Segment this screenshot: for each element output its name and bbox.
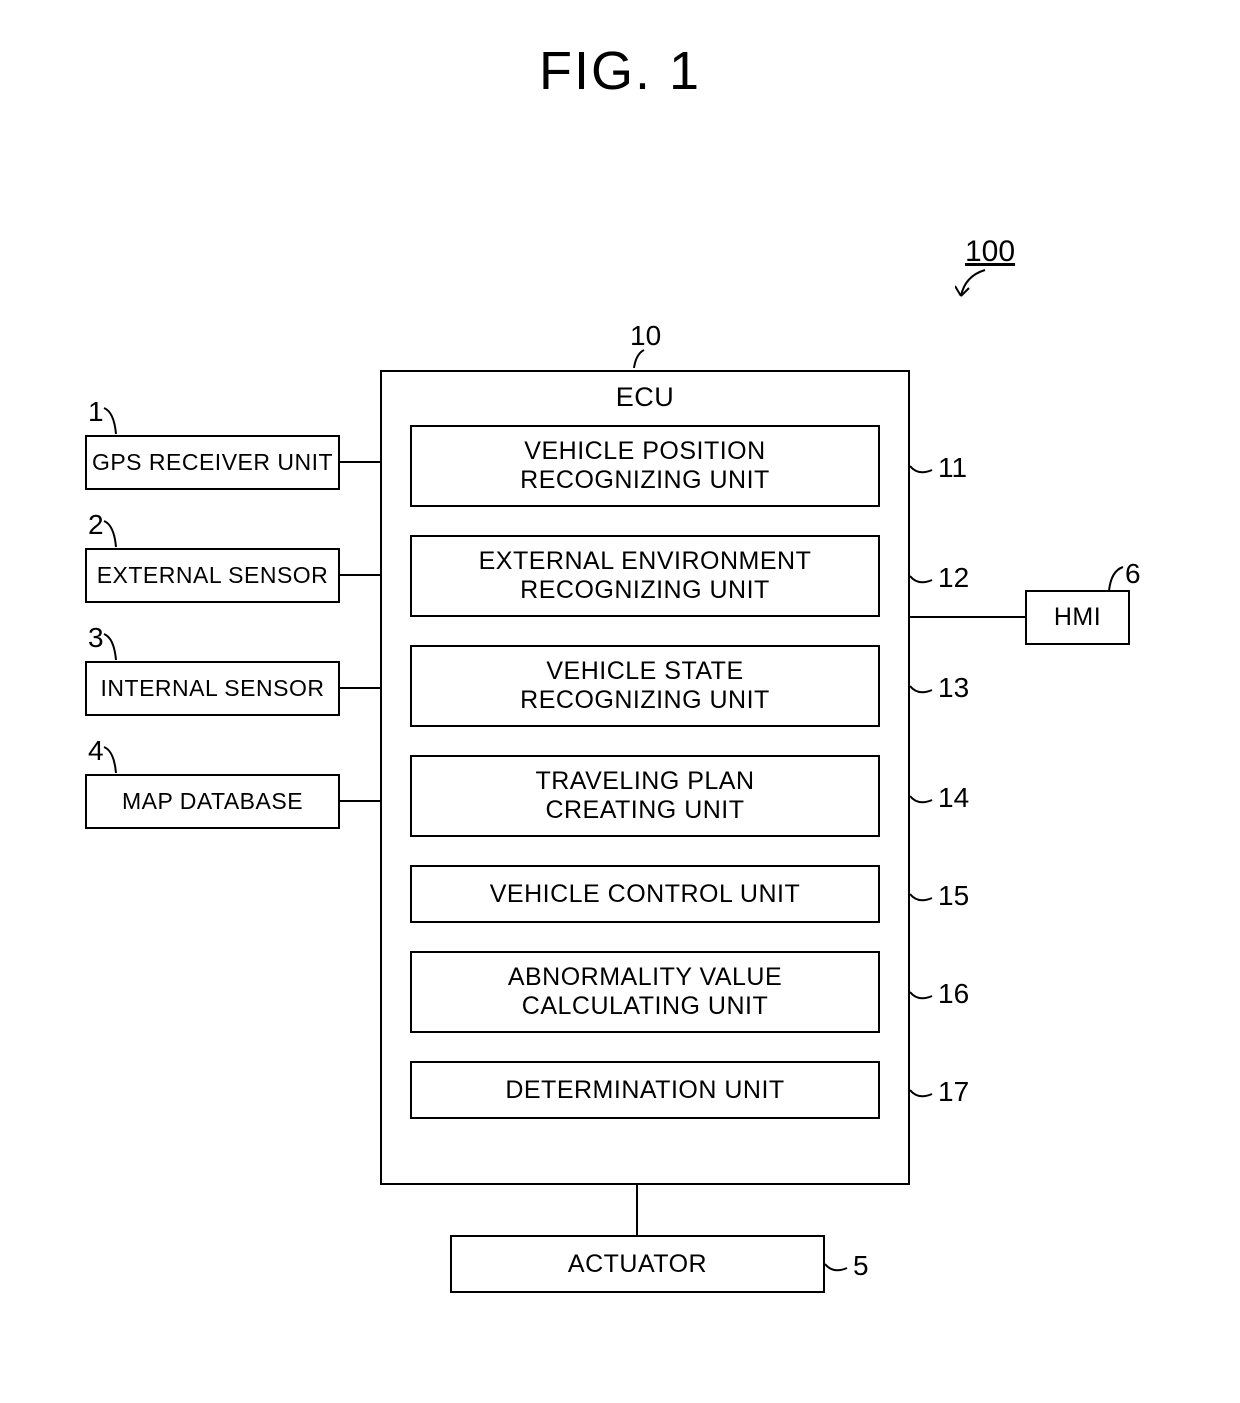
conn-gps-ecu [340, 461, 380, 463]
unit-vehicle-state: VEHICLE STATE RECOGNIZING UNIT [410, 645, 880, 727]
ref-5: 5 [853, 1250, 869, 1282]
ref-2-hook [100, 519, 124, 549]
conn-map-ecu [340, 800, 380, 802]
ref-system: 100 [965, 235, 1015, 269]
ref-16-hook [908, 982, 934, 1006]
internal-sensor-box: INTERNAL SENSOR [85, 661, 340, 716]
external-sensor-box: EXTERNAL SENSOR [85, 548, 340, 603]
ref-13-hook [908, 676, 934, 700]
ref-16: 16 [938, 978, 969, 1010]
unit-external-env: EXTERNAL ENVIRONMENT RECOGNIZING UNIT [410, 535, 880, 617]
conn-ecu-actuator [636, 1185, 638, 1235]
diagram-canvas: FIG. 1 100 10 ECU VEHICLE POSITION RECOG… [0, 0, 1240, 1403]
map-database-box: MAP DATABASE [85, 774, 340, 829]
ref-system-arrow [955, 268, 995, 308]
ref-ecu-hook [630, 348, 654, 372]
ref-13: 13 [938, 672, 969, 704]
unit-vehicle-position: VEHICLE POSITION RECOGNIZING UNIT [410, 425, 880, 507]
ecu-title: ECU [616, 382, 675, 413]
gps-receiver-box: GPS RECEIVER UNIT [85, 435, 340, 490]
ref-15: 15 [938, 880, 969, 912]
figure-title: FIG. 1 [470, 40, 770, 102]
conn-int-ecu [340, 687, 380, 689]
ref-3-hook [100, 632, 124, 662]
unit-determination: DETERMINATION UNIT [410, 1061, 880, 1119]
ref-6-hook [1103, 565, 1127, 593]
hmi-box: HMI [1025, 590, 1130, 645]
ref-17-hook [908, 1080, 934, 1104]
unit-traveling-plan: TRAVELING PLAN CREATING UNIT [410, 755, 880, 837]
unit-vehicle-control: VEHICLE CONTROL UNIT [410, 865, 880, 923]
unit-abnormality: ABNORMALITY VALUE CALCULATING UNIT [410, 951, 880, 1033]
ref-5-hook [823, 1254, 849, 1278]
ref-15-hook [908, 884, 934, 908]
ref-6: 6 [1125, 558, 1141, 590]
conn-ecu-hmi [910, 616, 1025, 618]
ref-14: 14 [938, 782, 969, 814]
actuator-box: ACTUATOR [450, 1235, 825, 1293]
ref-4-hook [100, 745, 124, 775]
ref-12-hook [908, 566, 934, 590]
conn-ext-ecu [340, 574, 380, 576]
ref-11-hook [908, 456, 934, 480]
ref-11: 11 [938, 452, 967, 484]
ref-17: 17 [938, 1076, 969, 1108]
ref-14-hook [908, 786, 934, 810]
ref-1-hook [100, 406, 124, 436]
ref-12: 12 [938, 562, 969, 594]
